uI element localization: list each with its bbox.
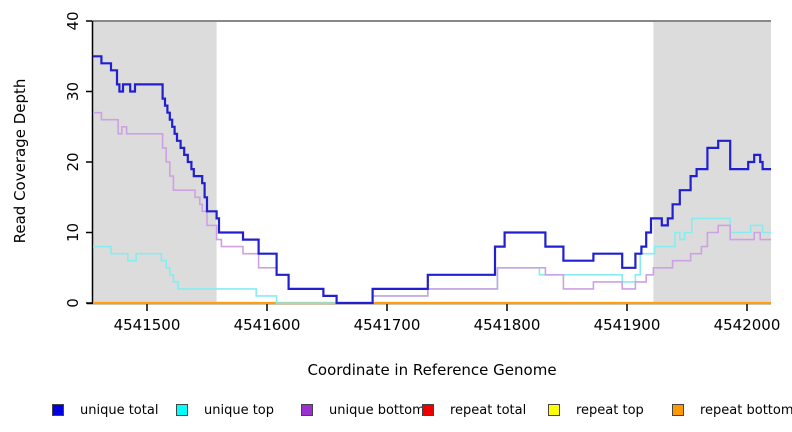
y-axis-title: Read Coverage Depth — [11, 78, 29, 244]
x-tick-label: 4541800 — [474, 316, 541, 334]
repeat-bottom-swatch-icon — [672, 404, 684, 416]
y-tick-label: 20 — [64, 152, 82, 171]
y-tick-label: 10 — [64, 223, 82, 242]
unique-bottom-swatch-icon — [301, 404, 313, 416]
x-tick-label: 4541700 — [354, 316, 421, 334]
legend-item-unique-total: unique total — [52, 401, 158, 419]
y-tick-label: 40 — [64, 11, 82, 30]
series-line-unique-total — [93, 55, 771, 305]
legend-label: unique top — [204, 402, 275, 418]
legend-item-unique-bottom: unique bottom — [301, 401, 425, 419]
legend-item-repeat-bottom: repeat bottom — [672, 401, 792, 419]
x-axis-title: Coordinate in Reference Genome — [307, 361, 557, 379]
x-tick-label: 4541900 — [594, 316, 661, 334]
legend-label: repeat bottom — [700, 402, 792, 418]
repeat-top-swatch-icon — [548, 404, 560, 416]
unique-total-swatch-icon — [52, 404, 64, 416]
legend-label: repeat total — [450, 402, 527, 418]
legend-item-repeat-total: repeat total — [422, 401, 526, 419]
legend-label: repeat top — [576, 402, 644, 418]
y-tick-label: 0 — [64, 298, 82, 308]
chart-legend: unique total unique top unique bottom re… — [0, 401, 792, 423]
repeat-total-swatch-icon — [422, 404, 434, 416]
x-tick-label: 4542000 — [714, 316, 781, 334]
x-tick-label: 4541600 — [234, 316, 301, 334]
chart-canvas: 0 10 20 30 40 4541500 4541600 4541700 4541800 454… — [64, 11, 781, 334]
x-tick-label: 4541500 — [114, 316, 181, 334]
legend-item-unique-top: unique top — [176, 401, 274, 419]
unique-top-swatch-icon — [176, 404, 188, 416]
legend-label: unique total — [80, 402, 159, 418]
legend-label: unique bottom — [329, 402, 425, 418]
legend-item-repeat-top: repeat top — [548, 401, 644, 419]
y-tick-label: 30 — [64, 82, 82, 101]
left-repeat-region — [93, 21, 217, 303]
